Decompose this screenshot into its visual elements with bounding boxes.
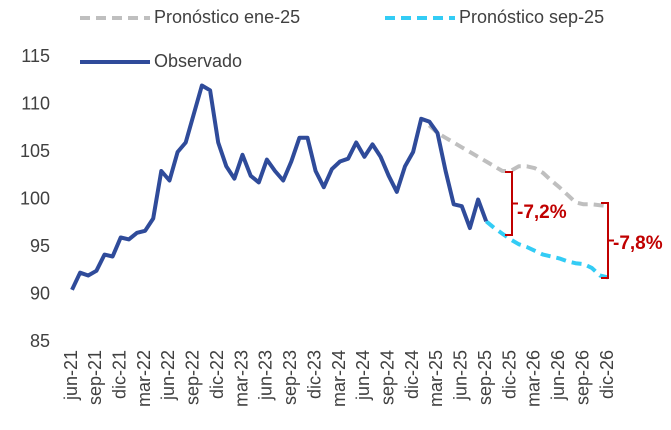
legend-label: Observado [154, 51, 242, 71]
x-tick-label: mar-22 [134, 350, 154, 407]
y-tick-label: 110 [21, 93, 50, 113]
annotation: -7,2% [517, 202, 567, 223]
line-series [427, 123, 609, 209]
x-tick-label: jun-23 [256, 350, 276, 401]
x-tick-label: dic-22 [207, 350, 227, 399]
x-tick-label: jun-25 [451, 350, 471, 401]
x-tick-label: jun-24 [353, 350, 373, 401]
bracket [601, 202, 614, 279]
y-tick-label: 115 [21, 46, 50, 66]
x-tick-label: dic-26 [597, 350, 617, 399]
y-tick-label: 85 [30, 331, 50, 351]
line-series [484, 219, 609, 280]
y-tick-label: 105 [20, 141, 50, 161]
x-tick-label: sep-22 [183, 350, 203, 405]
x-tick-label: sep-24 [377, 350, 397, 405]
line-series [70, 83, 489, 291]
x-tick-label: sep-23 [280, 350, 300, 405]
y-tick-label: 90 [30, 283, 50, 303]
x-tick-label: mar-25 [426, 350, 446, 407]
legend-label: Pronóstico ene-25 [154, 7, 300, 27]
x-tick-label: dic-25 [499, 350, 519, 399]
x-tick-label: dic-23 [304, 350, 324, 399]
x-tick-label: dic-21 [109, 350, 129, 399]
x-tick-label: mar-26 [524, 350, 544, 407]
x-tick-label: sep-25 [475, 350, 495, 405]
x-tick-label: dic-24 [402, 350, 422, 399]
bracket [505, 171, 518, 236]
y-tick-label: 100 [20, 188, 50, 208]
x-tick-label: jun-21 [61, 350, 81, 401]
x-tick-label: mar-24 [329, 350, 349, 407]
x-tick-label: sep-21 [85, 350, 105, 405]
x-tick-label: jun-26 [548, 350, 568, 401]
legend-label: Pronóstico sep-25 [459, 7, 604, 27]
x-tick-label: sep-26 [572, 350, 592, 405]
annotation: -7,8% [613, 233, 663, 254]
x-tick-label: jun-22 [158, 350, 178, 401]
y-tick-label: 95 [30, 236, 50, 256]
x-tick-label: mar-23 [231, 350, 251, 407]
